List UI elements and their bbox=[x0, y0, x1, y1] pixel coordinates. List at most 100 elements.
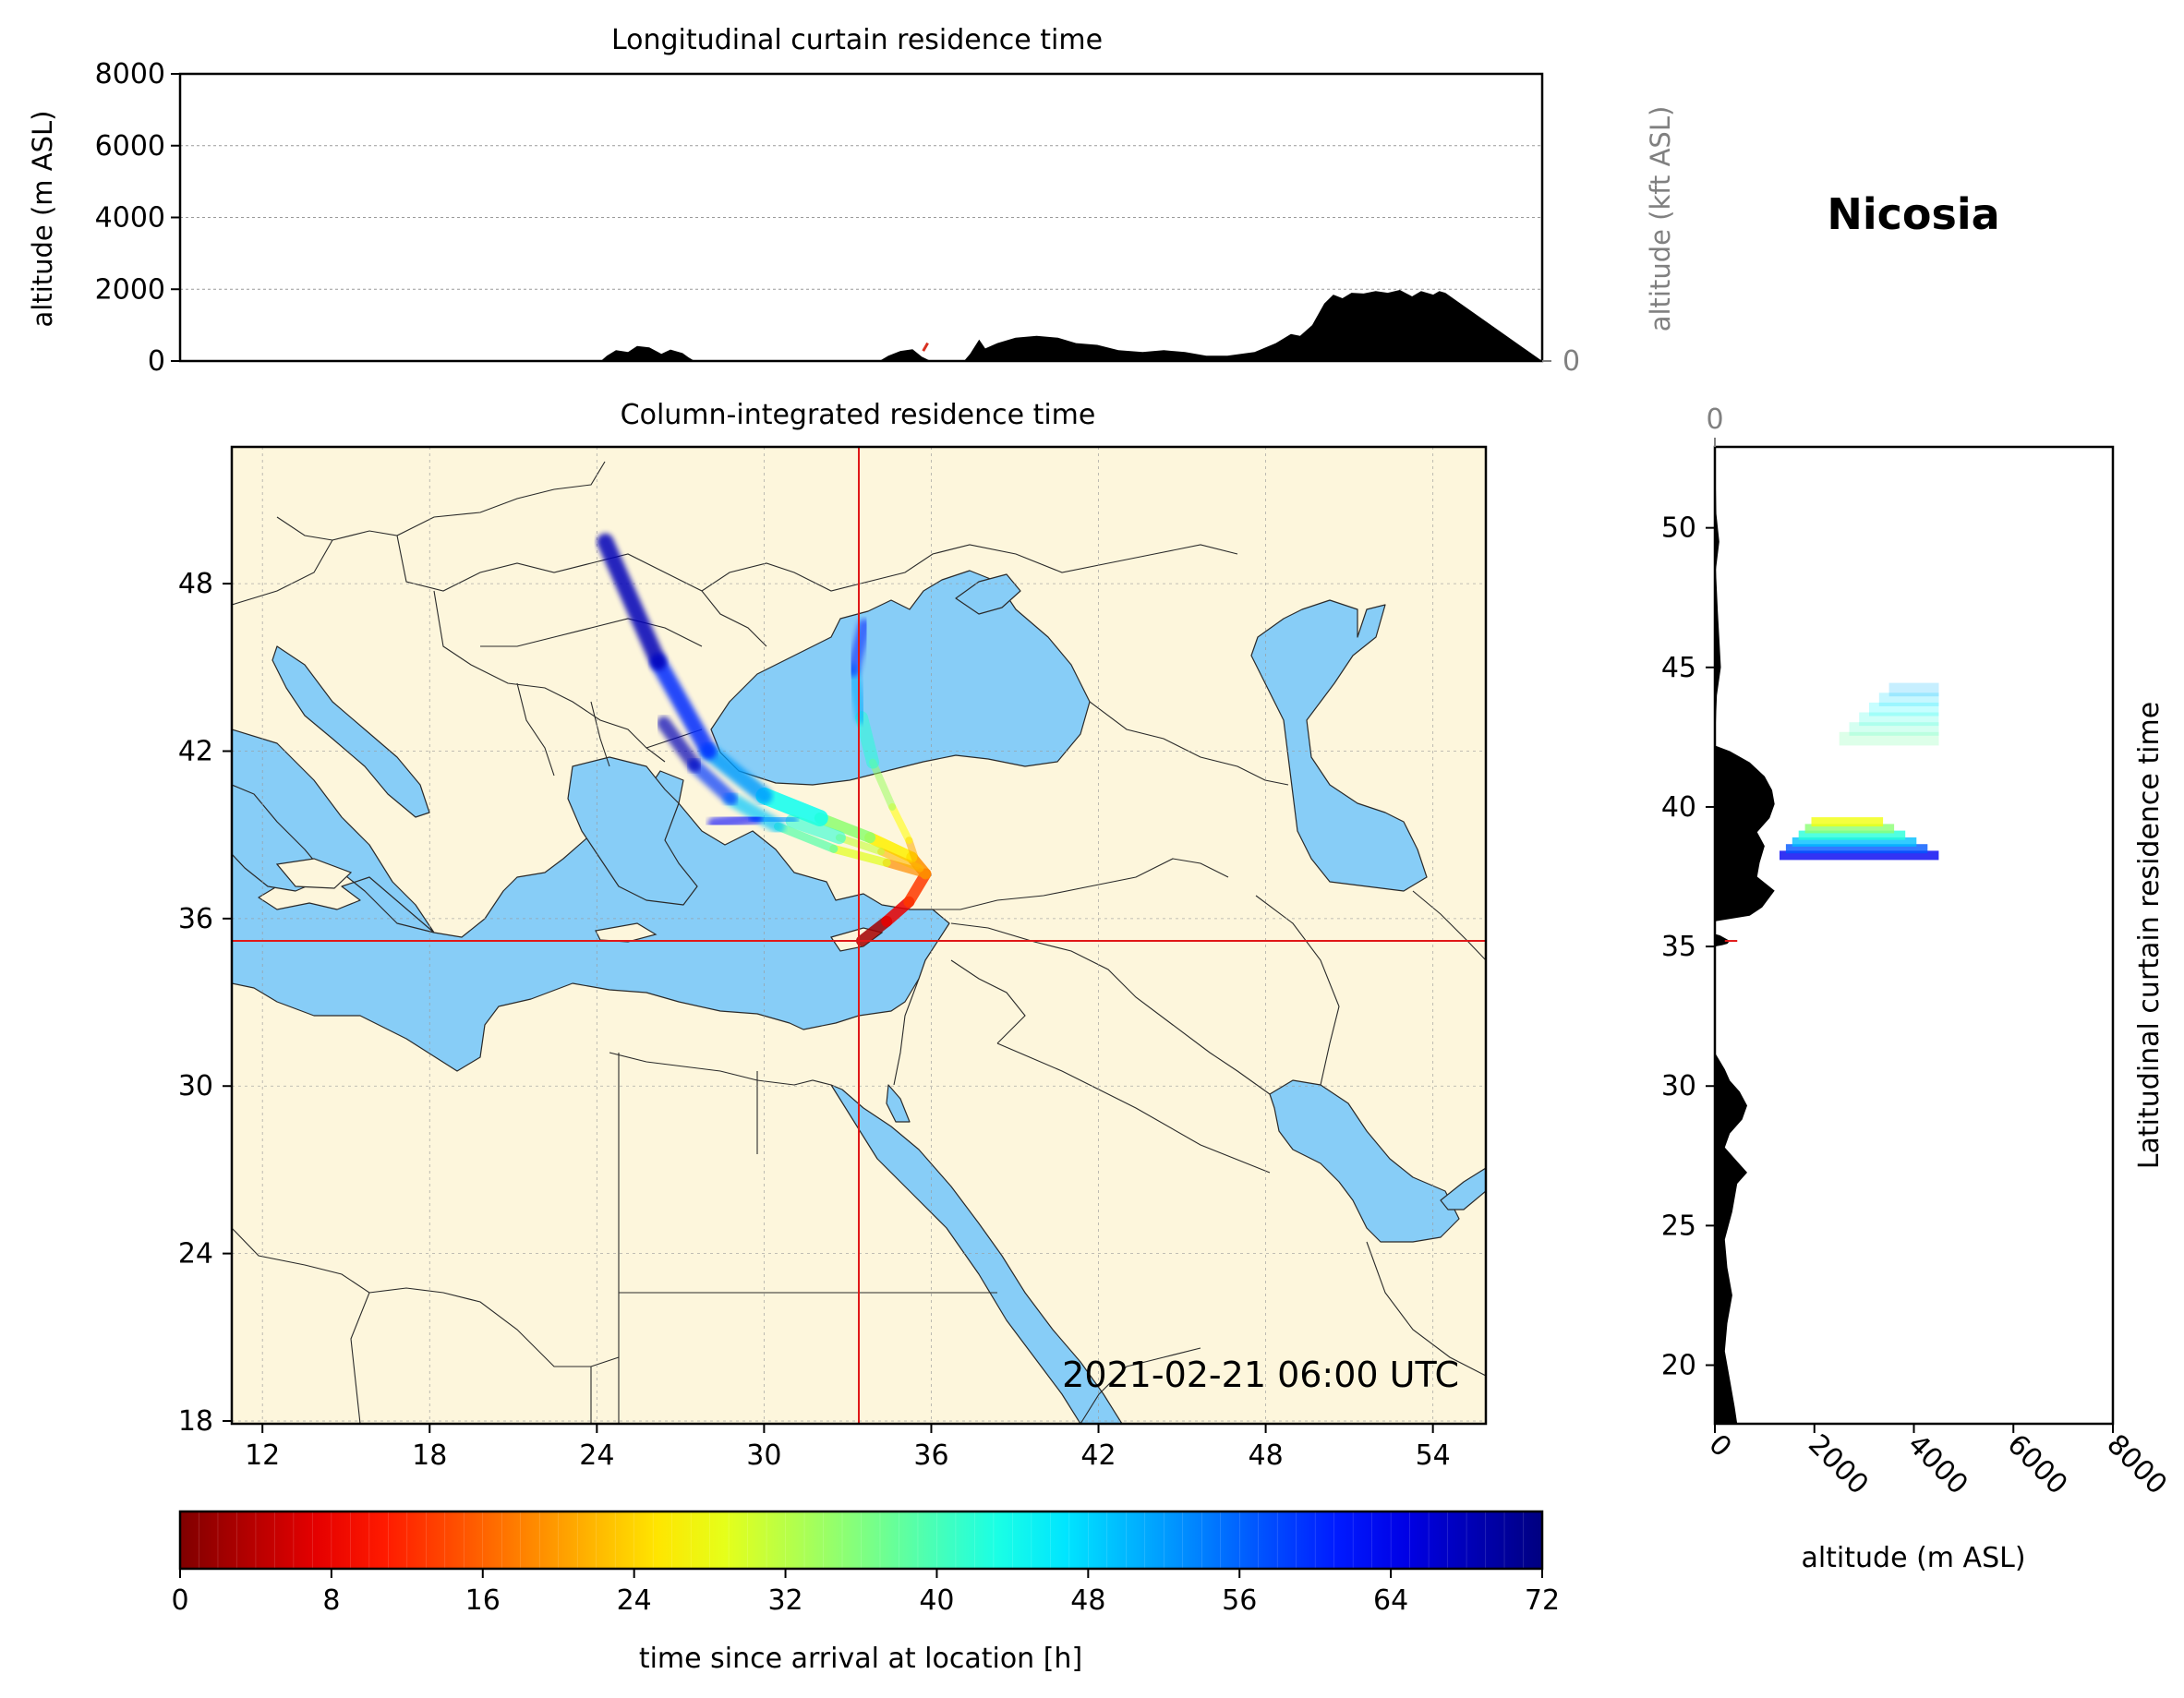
side-panel-background bbox=[1715, 447, 2113, 1424]
colorbar-tick-label: 24 bbox=[617, 1584, 652, 1617]
plume-segment bbox=[785, 814, 846, 845]
colorbar-tick-label: 8 bbox=[322, 1584, 340, 1617]
plume-segment bbox=[707, 812, 763, 831]
side-panel-xlabel: altitude (m ASL) bbox=[1801, 1542, 2025, 1574]
plume-segment bbox=[649, 653, 717, 760]
map-ytick-label: 18 bbox=[178, 1405, 213, 1438]
side-residence-band bbox=[1811, 817, 1884, 827]
plume-segment bbox=[597, 533, 667, 670]
side-residence-band bbox=[1798, 830, 1906, 840]
gulf-of-oman bbox=[1440, 1167, 1486, 1210]
side-xtick-label: 6000 bbox=[2001, 1428, 2074, 1501]
map-ytick-label: 36 bbox=[178, 903, 213, 935]
map-xtick-label: 30 bbox=[746, 1439, 781, 1472]
top-ytick-label: 6000 bbox=[95, 130, 165, 163]
plume-segment bbox=[774, 822, 839, 853]
top-panel-left-axis: 0 2000 4000 6000 8000 bbox=[95, 58, 180, 378]
colorbar-segment-lines bbox=[199, 1511, 1524, 1569]
aegean-sea bbox=[567, 756, 698, 906]
map-xtick-label: 18 bbox=[412, 1439, 447, 1472]
side-residence-band bbox=[1888, 682, 1939, 697]
map-panel-frame bbox=[230, 445, 1488, 1426]
plume-segment bbox=[877, 848, 924, 873]
side-ytick-label: 25 bbox=[1661, 1210, 1696, 1242]
top-panel-ylabel-right: altitude (kft ASL) bbox=[1645, 106, 1676, 332]
colorbar-tick-label: 48 bbox=[1070, 1584, 1105, 1617]
plume-segment bbox=[869, 758, 897, 811]
island-sicily bbox=[275, 858, 353, 889]
plume-segment bbox=[882, 858, 930, 878]
longitudinal-curtain-panel: Longitudinal curtain residence time 0 200… bbox=[27, 24, 1676, 378]
map-xtick-label: 54 bbox=[1416, 1439, 1451, 1472]
map-residence-plume bbox=[597, 533, 932, 946]
top-panel-background bbox=[180, 74, 1542, 361]
map-xtick-label: 42 bbox=[1080, 1439, 1116, 1472]
colorbar-frame bbox=[178, 1510, 1544, 1571]
side-residence-bands bbox=[1780, 682, 1939, 861]
colorbar-tick-label: 32 bbox=[767, 1584, 802, 1617]
plume-segment bbox=[847, 663, 868, 725]
map-ytick-label: 24 bbox=[178, 1238, 213, 1270]
station-title: Nicosia bbox=[1827, 189, 1999, 239]
side-latitude-axis: 20 25 30 35 40 45 50 bbox=[1661, 512, 1715, 1382]
colorbar-label: time since arrival at location [h] bbox=[639, 1643, 1082, 1675]
colorbar-fill bbox=[180, 1511, 1542, 1569]
side-residence-band bbox=[1792, 837, 1917, 847]
plume-segment bbox=[814, 813, 876, 844]
plume-segment bbox=[755, 787, 828, 826]
side-xtick-label: 8000 bbox=[2100, 1428, 2173, 1501]
top-ytick-label: 4000 bbox=[95, 202, 165, 235]
colorbar-ticks: 0 8 16 24 32 40 48 56 64 72 bbox=[171, 1569, 1560, 1617]
azov-sea bbox=[955, 573, 1021, 615]
side-xtick-label: 0 bbox=[1702, 1428, 1737, 1463]
border-lines-middle-east bbox=[609, 858, 1486, 1424]
map-ytick-label: 42 bbox=[178, 735, 213, 767]
map-xtick-label: 12 bbox=[245, 1439, 280, 1472]
side-residence-band bbox=[1780, 850, 1939, 861]
adriatic-sea bbox=[271, 645, 430, 818]
map-ytick-label: 30 bbox=[178, 1070, 213, 1102]
side-ytick-label: 40 bbox=[1661, 791, 1696, 824]
side-ytick-label: 35 bbox=[1661, 931, 1696, 963]
plume-segment bbox=[905, 837, 922, 870]
plume-segment bbox=[888, 802, 913, 845]
top-ytick-right-label: 0 bbox=[1563, 345, 1580, 378]
red-sea bbox=[830, 1084, 1123, 1424]
side-ytick-label: 45 bbox=[1661, 652, 1696, 684]
map-latitude-axis: 18 24 30 36 42 48 bbox=[178, 568, 232, 1438]
side-panel-ylabel: Latitudinal curtain residence time bbox=[2133, 702, 2166, 1169]
side-xtick-top-label: 0 bbox=[1706, 403, 1723, 436]
top-panel-right-axis: 050100 bbox=[1542, 345, 1580, 378]
plume-segment bbox=[687, 758, 738, 806]
map-panel-title: Column-integrated residence time bbox=[621, 399, 1096, 431]
side-residence-band bbox=[1849, 722, 1939, 736]
persian-gulf bbox=[1269, 1079, 1460, 1243]
side-residence-band bbox=[1839, 731, 1939, 746]
side-ytick-label: 30 bbox=[1661, 1070, 1696, 1102]
colorbar: 0 8 16 24 32 40 48 56 64 72 time since arrival at… bbox=[171, 1510, 1560, 1675]
side-residence-band bbox=[1785, 844, 1928, 854]
colorbar-tick-label: 64 bbox=[1373, 1584, 1408, 1617]
column-integrated-map-panel: Column-integrated residence time bbox=[178, 399, 1488, 1472]
top-panel-ylabel: altitude (m ASL) bbox=[27, 111, 58, 328]
top-panel-title: Longitudinal curtain residence time bbox=[611, 24, 1103, 56]
plume-segment bbox=[657, 716, 702, 773]
border-lines-africa bbox=[232, 1227, 620, 1424]
map-xtick-label: 24 bbox=[579, 1439, 614, 1472]
side-residence-band bbox=[1859, 712, 1939, 727]
top-residence-trace bbox=[922, 342, 929, 352]
side-altitude-axis: 0 2000 4000 6000 8000 bbox=[1702, 1424, 2173, 1501]
side-ytick-label: 20 bbox=[1661, 1350, 1696, 1382]
map-xtick-label: 36 bbox=[913, 1439, 948, 1472]
plume-segment bbox=[700, 742, 773, 804]
top-ytick-label: 2000 bbox=[95, 273, 165, 306]
plume-segment bbox=[829, 844, 891, 867]
colorbar-tick-label: 0 bbox=[171, 1584, 188, 1617]
island-crete bbox=[595, 922, 658, 943]
black-sea bbox=[710, 570, 1091, 786]
plume-segment bbox=[835, 834, 886, 856]
top-ytick-label: 8000 bbox=[95, 58, 165, 90]
map-ytick-label: 48 bbox=[178, 568, 213, 600]
